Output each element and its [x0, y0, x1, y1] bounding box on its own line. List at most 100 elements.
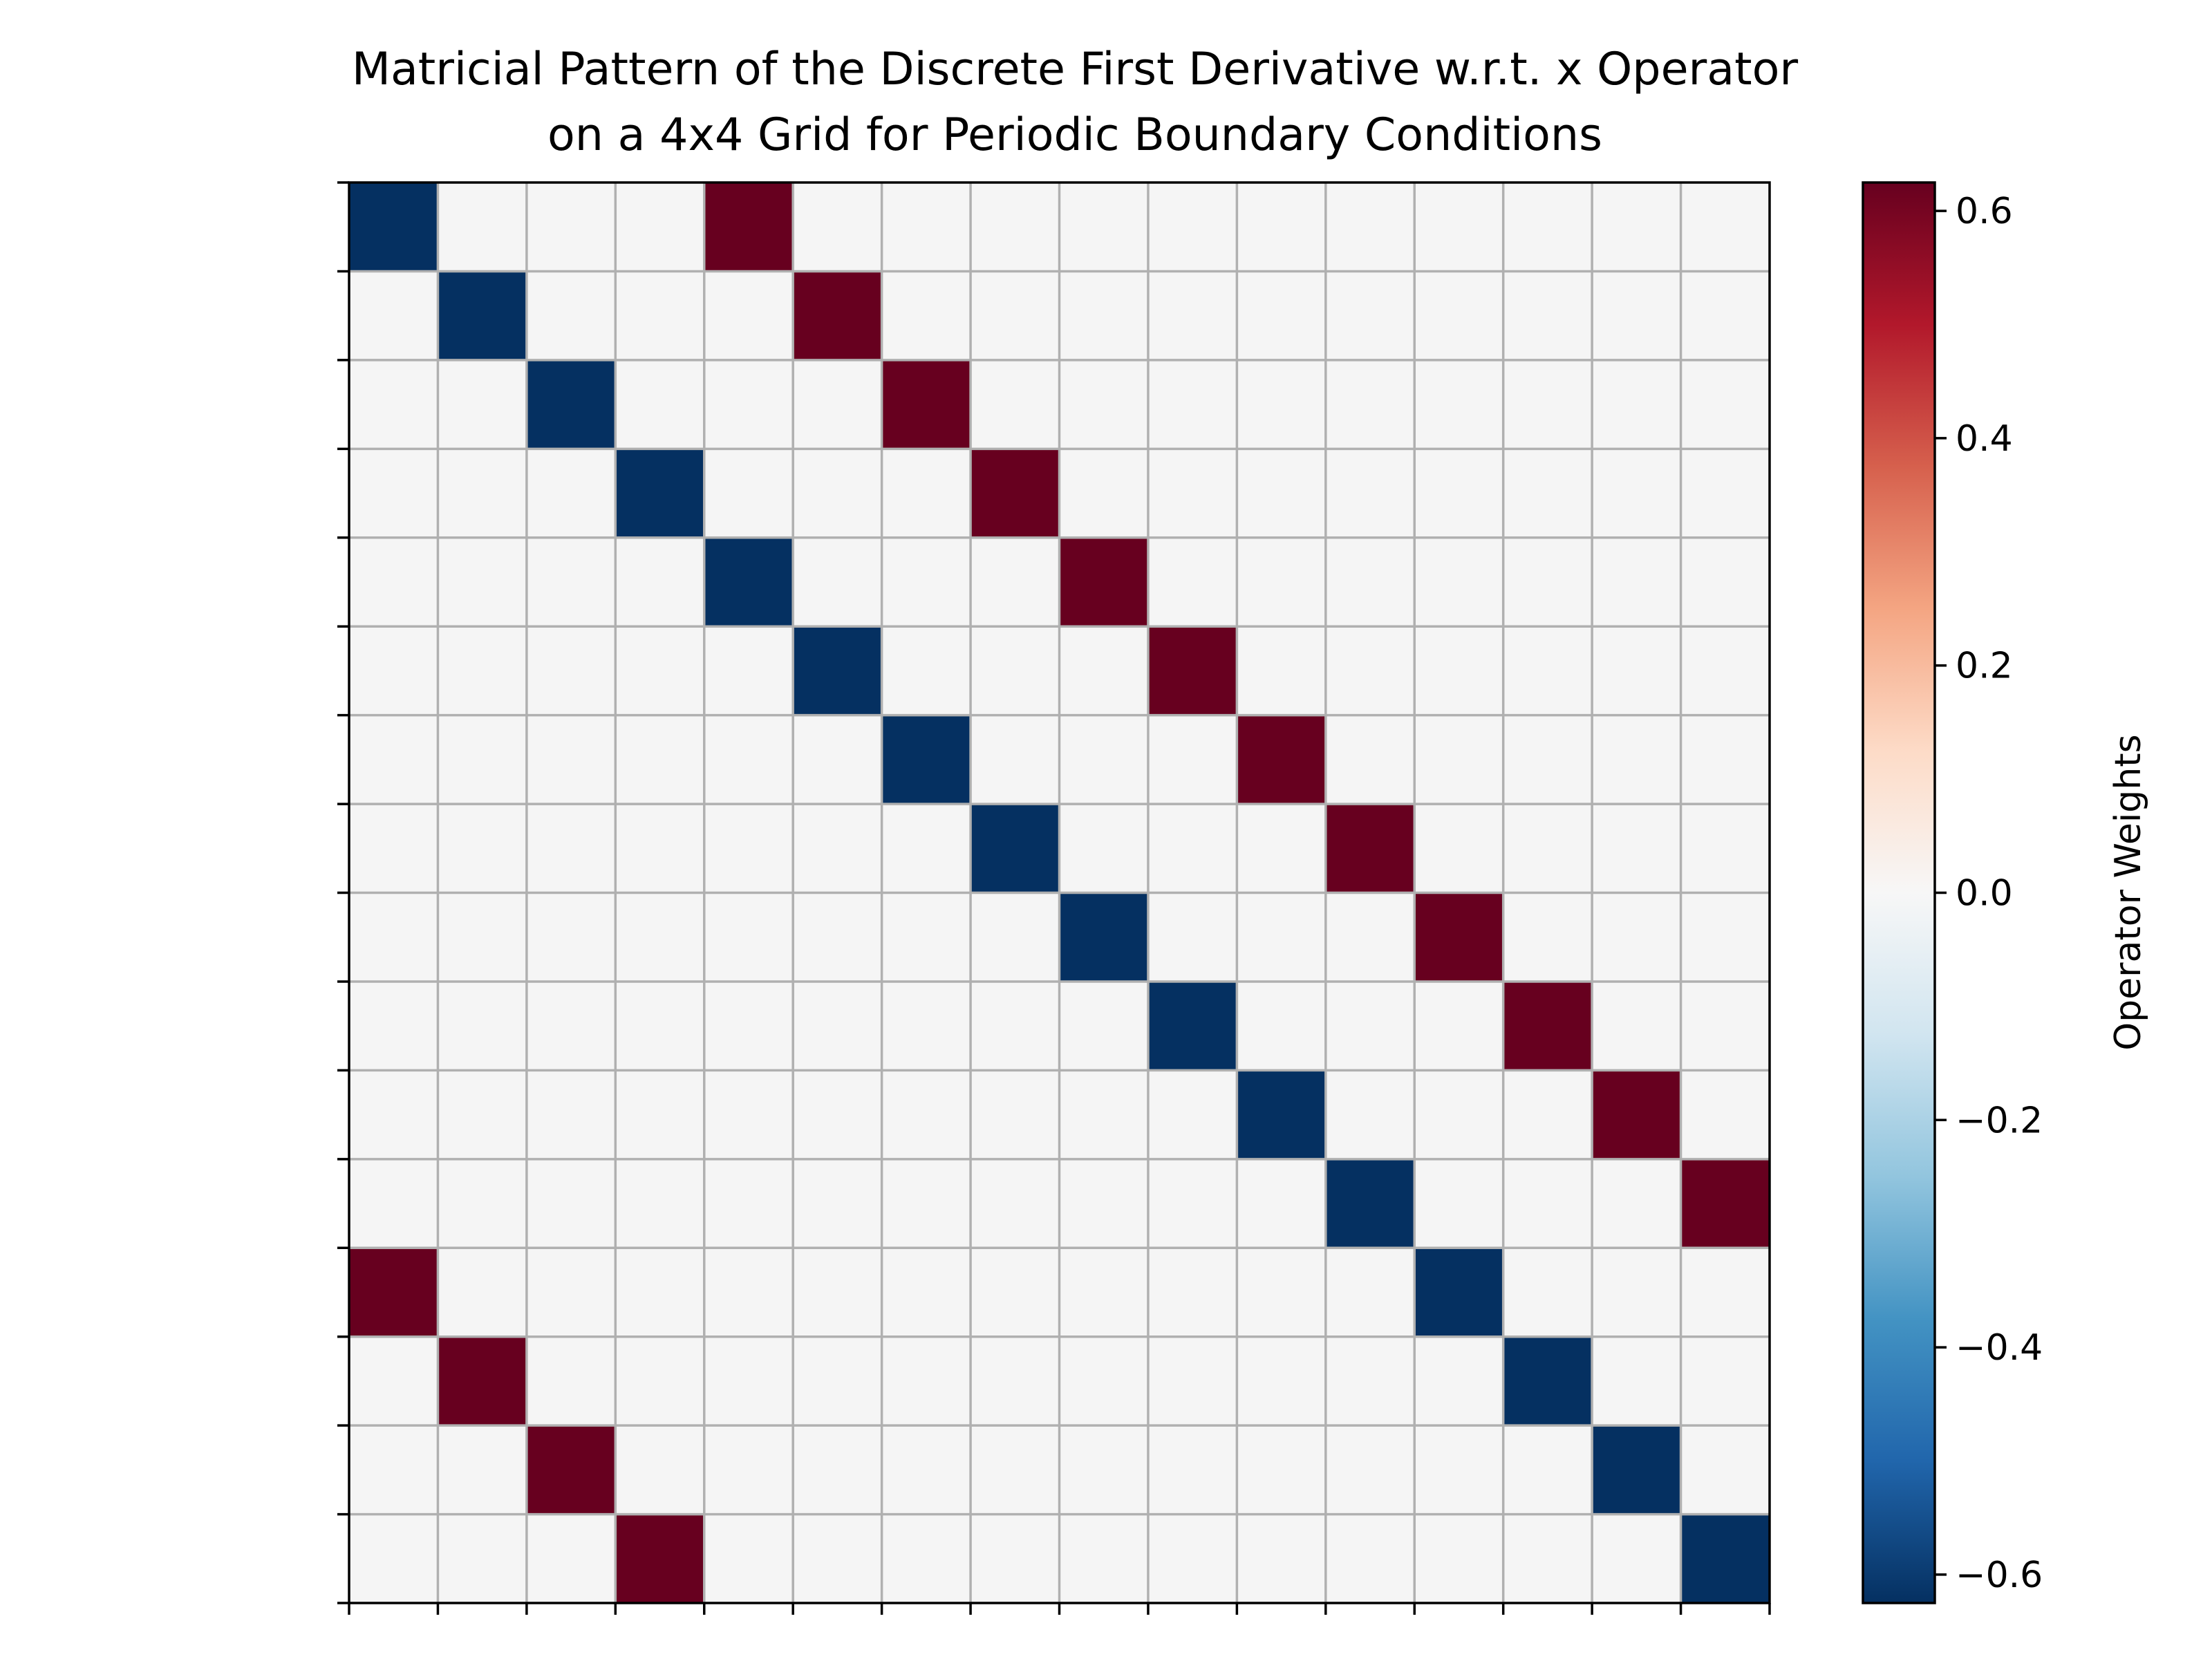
heatmap-cell	[1147, 626, 1237, 716]
heatmap-cell	[349, 1336, 438, 1426]
heatmap-cell	[1325, 1248, 1415, 1338]
heatmap-cell	[971, 449, 1060, 538]
heatmap-cell	[1325, 1336, 1415, 1426]
heatmap-cell	[1147, 182, 1237, 272]
heatmap-cell	[526, 449, 616, 538]
heatmap-cell	[1237, 449, 1327, 538]
heatmap-cell	[615, 626, 705, 716]
heatmap-cell	[1237, 271, 1327, 361]
heatmap-cell	[526, 359, 616, 449]
heatmap-cell	[704, 981, 794, 1071]
heatmap-cell	[704, 1070, 794, 1160]
heatmap-cell	[349, 892, 438, 982]
heatmap-cell	[438, 1159, 527, 1248]
colorbar-ticks: 0.6 0.4 0.2 0.0 −0.2 −0.4 −0.6	[1935, 191, 2043, 1596]
heatmap-cell	[1414, 1425, 1504, 1515]
heatmap-cell	[1325, 449, 1415, 538]
heatmap-cell	[1414, 804, 1504, 893]
heatmap-cell	[971, 804, 1060, 893]
heatmap-cell	[1592, 1248, 1682, 1338]
heatmap-cell	[1237, 981, 1327, 1071]
heatmap-cell	[438, 182, 527, 272]
heatmap-cell	[438, 271, 527, 361]
heatmap-cell	[438, 626, 527, 716]
heatmap-cell	[526, 892, 616, 982]
heatmap-cell	[1503, 449, 1593, 538]
heatmap-cell	[1059, 1248, 1149, 1338]
heatmap-cell	[615, 1425, 705, 1515]
axis-ticks	[337, 181, 1771, 1615]
heatmap-cell	[438, 981, 527, 1071]
heatmap-cell	[971, 715, 1060, 805]
heatmap-cell	[1503, 1070, 1593, 1160]
heatmap-cell	[1680, 1514, 1770, 1604]
heatmap-cell	[881, 1159, 971, 1248]
heatmap-cell	[1147, 1070, 1237, 1160]
heatmap-cell	[971, 1336, 1060, 1426]
heatmap-cell	[1503, 892, 1593, 982]
heatmap-cell	[438, 1425, 527, 1515]
heatmap-cell	[615, 449, 705, 538]
heatmap-cell	[1414, 1248, 1504, 1338]
heatmap-cell	[1147, 1425, 1237, 1515]
heatmap-cell	[704, 626, 794, 716]
heatmap-cell	[1237, 715, 1327, 805]
heatmap-cell	[1503, 981, 1593, 1071]
heatmap-cell	[615, 1248, 705, 1338]
heatmap-cell	[793, 537, 883, 627]
heatmap-cell	[1059, 271, 1149, 361]
heatmap-cell	[1592, 626, 1682, 716]
heatmap-cell	[1147, 449, 1237, 538]
heatmap-cell	[1414, 1070, 1504, 1160]
heatmap-cell	[793, 182, 883, 272]
colorbar-tick-label: −0.2	[1956, 1100, 2043, 1141]
heatmap-cell	[526, 1336, 616, 1426]
heatmap-cell	[1059, 1425, 1149, 1515]
heatmap-cell	[438, 449, 527, 538]
heatmap-cell	[971, 359, 1060, 449]
heatmap-cell	[1414, 359, 1504, 449]
heatmap-cell	[1414, 1159, 1504, 1248]
heatmap-cell	[793, 715, 883, 805]
heatmap-cell	[1680, 359, 1770, 449]
heatmap-cell	[1592, 1336, 1682, 1426]
heatmap-cell	[1680, 715, 1770, 805]
heatmap-cell	[1325, 804, 1415, 893]
heatmap-cell	[526, 804, 616, 893]
heatmap-cell	[971, 271, 1060, 361]
heatmap-cell	[881, 182, 971, 272]
heatmap-cell	[438, 1248, 527, 1338]
heatmap-cell	[793, 449, 883, 538]
heatmap-cell	[1592, 359, 1682, 449]
heatmap-cell	[349, 1248, 438, 1338]
heatmap-cell	[526, 271, 616, 361]
heatmap-cell	[349, 626, 438, 716]
heatmap-cell	[881, 449, 971, 538]
heatmap-cell	[438, 1070, 527, 1160]
heatmap-cell	[1237, 1070, 1327, 1160]
heatmap-cell	[615, 182, 705, 272]
heatmap-cell	[881, 1070, 971, 1160]
heatmap-cell	[1503, 626, 1593, 716]
heatmap-cell	[615, 1514, 705, 1604]
heatmap-cell	[704, 1336, 794, 1426]
heatmap-cell	[1059, 892, 1149, 982]
heatmap-cell	[1237, 892, 1327, 982]
heatmap-cell	[1503, 182, 1593, 272]
heatmap-cell	[1325, 182, 1415, 272]
heatmap-cell	[526, 1159, 616, 1248]
heatmap-cell	[349, 1159, 438, 1248]
heatmap-cell	[615, 981, 705, 1071]
heatmap-cell	[1503, 537, 1593, 627]
heatmap-cell	[881, 1425, 971, 1515]
colorbar	[1862, 181, 1936, 1604]
heatmap-cell	[1680, 892, 1770, 982]
heatmap-cell	[1147, 892, 1237, 982]
heatmap-cell	[881, 804, 971, 893]
heatmap-cell	[349, 1425, 438, 1515]
heatmap-cell	[1147, 804, 1237, 893]
heatmap-cell	[1325, 981, 1415, 1071]
heatmap-cell	[1059, 1514, 1149, 1604]
heatmap-cell	[793, 1248, 883, 1338]
heatmap-cell	[1592, 537, 1682, 627]
